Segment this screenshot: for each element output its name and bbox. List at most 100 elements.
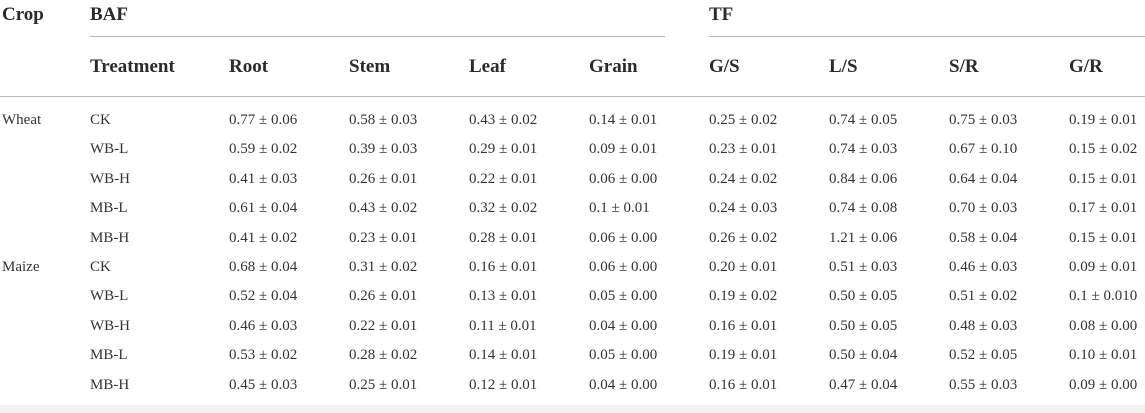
cell-grain: 0.1 ± 0.01 [589,200,650,216]
header-gr: G/R [1069,56,1103,77]
cell-gs: 0.25 ± 0.02 [709,112,778,128]
cell-stem: 0.26 ± 0.01 [349,171,418,187]
cell-grain: 0.04 ± 0.00 [589,318,658,334]
cell-leaf: 0.28 ± 0.01 [469,230,538,246]
cell-stem: 0.39 ± 0.03 [349,141,418,157]
cell-gr: 0.15 ± 0.01 [1069,230,1138,246]
cell-root: 0.68 ± 0.04 [229,259,298,275]
cell-stem: 0.25 ± 0.01 [349,377,418,393]
cell-leaf: 0.11 ± 0.01 [469,318,537,334]
header-tf: TF [709,4,734,25]
cell-gr: 0.15 ± 0.02 [1069,141,1138,157]
cell-leaf: 0.14 ± 0.01 [469,347,538,363]
cell-root: 0.41 ± 0.02 [229,230,298,246]
cell-sr: 0.67 ± 0.10 [949,141,1018,157]
header-crop: Crop [2,4,44,25]
cell-sr: 0.46 ± 0.03 [949,259,1018,275]
cell-gs: 0.24 ± 0.02 [709,171,778,187]
tf-group-rule [709,36,1145,37]
cell-crop: Maize [2,259,40,275]
cell-leaf: 0.16 ± 0.01 [469,259,538,275]
cell-treatment: WB-H [90,318,130,334]
cell-sr: 0.75 ± 0.03 [949,112,1018,128]
cell-gs: 0.16 ± 0.01 [709,318,778,334]
cell-sr: 0.52 ± 0.05 [949,347,1018,363]
header-stem: Stem [349,56,391,77]
header-treatment: Treatment [90,56,175,77]
cell-gs: 0.24 ± 0.03 [709,200,778,216]
cell-treatment: MB-H [90,377,130,393]
cell-root: 0.59 ± 0.02 [229,141,298,157]
header-rule [0,96,1145,97]
cell-treatment: CK [90,112,111,128]
cell-ls: 0.50 ± 0.04 [829,347,898,363]
cell-ls: 1.21 ± 0.06 [829,230,898,246]
cell-gs: 0.19 ± 0.01 [709,347,778,363]
cell-gr: 0.09 ± 0.01 [1069,259,1138,275]
cell-grain: 0.04 ± 0.00 [589,377,658,393]
cell-sr: 0.58 ± 0.04 [949,230,1018,246]
header-sr: S/R [949,56,979,77]
cell-grain: 0.06 ± 0.00 [589,259,658,275]
cell-gr: 0.08 ± 0.00 [1069,318,1138,334]
cell-gs: 0.23 ± 0.01 [709,141,778,157]
cell-ls: 0.84 ± 0.06 [829,171,898,187]
cell-stem: 0.23 ± 0.01 [349,230,418,246]
cell-leaf: 0.12 ± 0.01 [469,377,538,393]
cell-ls: 0.74 ± 0.03 [829,141,898,157]
cell-treatment: WB-L [90,141,129,157]
header-grain: Grain [589,56,638,77]
cell-root: 0.52 ± 0.04 [229,288,298,304]
cell-leaf: 0.32 ± 0.02 [469,200,538,216]
cell-treatment: MB-H [90,230,130,246]
cell-grain: 0.06 ± 0.00 [589,171,658,187]
cell-treatment: WB-H [90,171,130,187]
cell-treatment: WB-L [90,288,129,304]
cell-ls: 0.74 ± 0.08 [829,200,898,216]
cell-root: 0.41 ± 0.03 [229,171,298,187]
cell-gr: 0.17 ± 0.01 [1069,200,1138,216]
baf-group-rule [90,36,665,37]
header-ls: L/S [829,56,858,77]
cell-gr: 0.15 ± 0.01 [1069,171,1138,187]
cell-stem: 0.43 ± 0.02 [349,200,418,216]
cell-sr: 0.64 ± 0.04 [949,171,1018,187]
cell-sr: 0.55 ± 0.03 [949,377,1018,393]
cell-gr: 0.10 ± 0.01 [1069,347,1138,363]
cell-sr: 0.70 ± 0.03 [949,200,1018,216]
cell-stem: 0.28 ± 0.02 [349,347,418,363]
cell-ls: 0.51 ± 0.03 [829,259,898,275]
cell-gr: 0.09 ± 0.00 [1069,377,1138,393]
cell-grain: 0.14 ± 0.01 [589,112,658,128]
cell-ls: 0.47 ± 0.04 [829,377,898,393]
cell-gr: 0.19 ± 0.01 [1069,112,1138,128]
cell-gs: 0.26 ± 0.02 [709,230,778,246]
cell-ls: 0.50 ± 0.05 [829,318,898,334]
cell-stem: 0.31 ± 0.02 [349,259,418,275]
cell-root: 0.46 ± 0.03 [229,318,298,334]
bottom-band [0,405,1145,413]
cell-gs: 0.19 ± 0.02 [709,288,778,304]
cell-stem: 0.22 ± 0.01 [349,318,418,334]
cell-treatment: MB-L [90,347,128,363]
cell-leaf: 0.29 ± 0.01 [469,141,538,157]
cell-grain: 0.05 ± 0.00 [589,347,658,363]
cell-leaf: 0.22 ± 0.01 [469,171,538,187]
cell-sr: 0.48 ± 0.03 [949,318,1018,334]
cell-treatment: MB-L [90,200,128,216]
cell-ls: 0.74 ± 0.05 [829,112,898,128]
header-leaf: Leaf [469,56,506,77]
cell-sr: 0.51 ± 0.02 [949,288,1018,304]
cell-root: 0.61 ± 0.04 [229,200,298,216]
cell-crop: Wheat [2,112,42,128]
cell-grain: 0.09 ± 0.01 [589,141,658,157]
cell-grain: 0.05 ± 0.00 [589,288,658,304]
cell-gs: 0.16 ± 0.01 [709,377,778,393]
cell-leaf: 0.13 ± 0.01 [469,288,538,304]
cell-stem: 0.26 ± 0.01 [349,288,418,304]
cell-gr: 0.1 ± 0.010 [1069,288,1138,304]
cell-root: 0.45 ± 0.03 [229,377,298,393]
cell-treatment: CK [90,259,111,275]
cell-leaf: 0.43 ± 0.02 [469,112,538,128]
cell-root: 0.53 ± 0.02 [229,347,298,363]
